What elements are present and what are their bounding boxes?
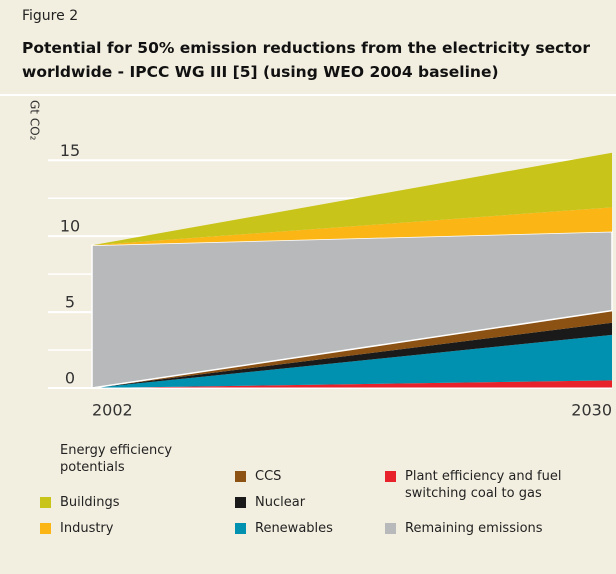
legend-swatch	[235, 523, 246, 534]
y-tick-label: 0	[65, 369, 75, 388]
legend-swatch	[40, 523, 51, 534]
chart-title: Potential for 50% emission reductions fr…	[22, 39, 590, 81]
figure-label: Figure 2	[22, 8, 79, 24]
legend-title: Energy efficiency potentials	[60, 443, 173, 475]
legend-label: Remaining emissions	[405, 521, 543, 536]
legend-label: Industry	[60, 521, 114, 536]
area	[92, 152, 612, 246]
legend-swatch	[235, 497, 246, 508]
x-tick-label: 2030	[571, 401, 612, 420]
y-tick-label: 10	[60, 217, 80, 236]
legend-label: CCS	[255, 469, 282, 484]
legend-swatch	[385, 523, 396, 534]
legend-label: Buildings	[60, 495, 120, 510]
legend-swatch	[385, 471, 396, 482]
area	[92, 380, 612, 388]
y-tick-label: 15	[60, 141, 80, 160]
legend-label: Renewables	[255, 521, 333, 536]
legend-swatch	[235, 471, 246, 482]
y-tick-label: 5	[65, 293, 75, 312]
legend-label: Plant efficiency and fuel switching coal…	[405, 469, 562, 501]
chart: 0 5 10 15 Gt CO₂ 2002 2030	[0, 94, 616, 420]
x-tick-label: 2002	[92, 401, 133, 420]
y-axis-label: Gt CO₂	[28, 100, 42, 141]
legend-swatch	[40, 497, 51, 508]
legend-label: Nuclear	[255, 495, 306, 510]
